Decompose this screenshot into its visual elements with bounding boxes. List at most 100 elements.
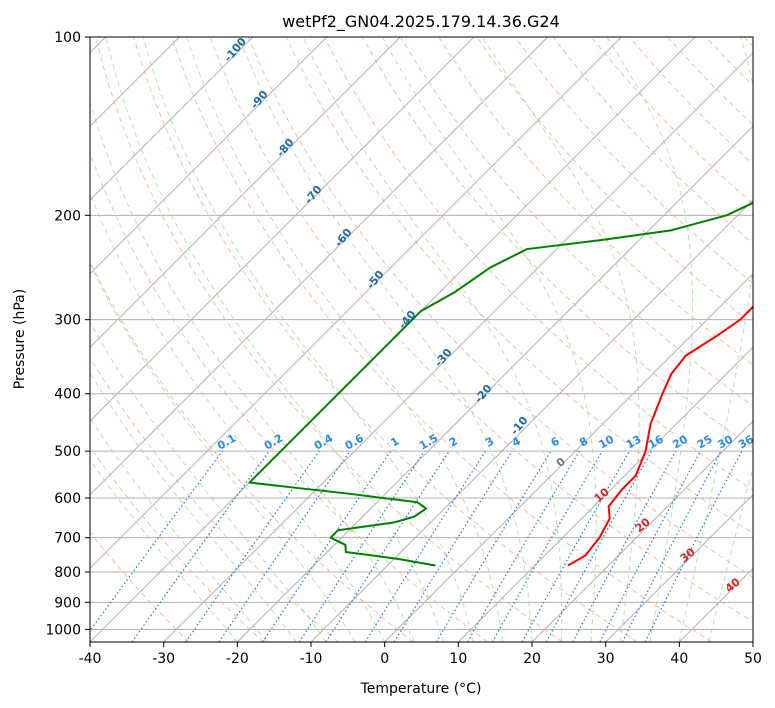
y-tick-label: 400 [54, 387, 81, 403]
x-tick-label: 10 [449, 651, 467, 667]
dry-adiabat-label: -50 [364, 268, 387, 292]
moist-adiabat-line [90, 100, 415, 642]
dry-adiabat-line [133, 37, 638, 642]
dry-adiabat-line [90, 445, 264, 642]
dry-adiabat-line [362, 37, 753, 449]
dry-adiabat-line [171, 37, 713, 642]
dry-adiabat-line [90, 531, 190, 642]
dry-adiabat-line [90, 151, 488, 642]
moist-adiabats [90, 37, 753, 642]
x-tick-label: 0 [380, 651, 389, 667]
chart-title: wetPf2_GN04.2025.179.14.36.G24 [282, 12, 560, 32]
x-tick-label: -30 [152, 651, 175, 667]
y-tick-label: 300 [54, 313, 81, 329]
mixing-ratio-label: 30 [715, 432, 735, 451]
moist-adiabat-line [142, 37, 474, 642]
mixing-ratio-line [185, 450, 320, 642]
isotherm-line [90, 37, 622, 570]
dry-adiabat-line [95, 37, 563, 642]
mixing-ratio-label: 0.1 [215, 432, 238, 453]
mixing-ratio-line [131, 450, 270, 642]
mixing-ratio-line [393, 450, 513, 642]
moist-adiabat-label: 30 [678, 545, 698, 565]
moist-adiabat-label: 20 [633, 515, 653, 535]
isotherm-gridlines [90, 37, 753, 642]
y-axis-title: Pressure (hPa) [12, 289, 28, 389]
y-tick-label: 200 [54, 208, 81, 224]
isotherm-line [90, 37, 549, 496]
dry-adiabats [90, 37, 753, 642]
mixing-ratio-line [364, 450, 486, 642]
moist-adiabat-label: 0 [554, 455, 568, 470]
dry-adiabat-line [247, 37, 753, 578]
temperature-line [567, 305, 753, 567]
dry-adiabat-label: -20 [472, 382, 495, 406]
mixing-ratio-line [466, 450, 580, 642]
y-tick-label: 800 [54, 565, 81, 581]
mixing-ratio-label: 25 [695, 433, 715, 452]
mixing-ratio-line [545, 450, 653, 642]
mixing-ratio-line [90, 450, 223, 632]
moist-adiabat-line [90, 459, 238, 642]
x-axis-title: Temperature (°C) [360, 681, 482, 697]
x-tick-label: 40 [670, 651, 688, 667]
moist-adiabat-line [90, 262, 356, 642]
mixing-ratio-label: 6 [549, 434, 562, 449]
isotherm-line [90, 37, 328, 275]
dry-adiabat-line [705, 37, 753, 87]
y-tick-label: 600 [54, 491, 81, 507]
line-labels: -100-90-80-70-60-50-40-30-20-100.1 0.2 0.4… [215, 35, 756, 595]
dry-adiabat-label: -80 [274, 136, 297, 160]
mixing-ratio-label: 10 [597, 432, 617, 451]
isotherm-line [90, 37, 401, 349]
isotherm-line [236, 125, 753, 642]
isotherm-line [163, 51, 753, 642]
y-tick-label: 900 [54, 595, 81, 611]
x-tick-label: -40 [79, 651, 102, 667]
plot-area [90, 37, 753, 642]
moist-adiabat-line [186, 37, 504, 642]
isobar-gridlines [90, 37, 753, 630]
moist-adiabat-line [105, 37, 445, 642]
dry-adiabat-label: -30 [432, 346, 455, 370]
moist-adiabat-label: 40 [723, 575, 743, 595]
mixing-ratio-line [262, 450, 392, 642]
moist-adiabat-line [90, 192, 386, 642]
mixing-ratio-label: 1 [388, 435, 401, 450]
dry-adiabat-line [90, 356, 339, 642]
mixing-ratio-label: 2 [447, 435, 460, 450]
dry-adiabat-label: -10 [508, 414, 531, 438]
dry-adiabat-line [743, 37, 753, 47]
dry-adiabat-label: -90 [248, 88, 271, 112]
isotherm-line [384, 272, 753, 642]
isotherm-line [310, 199, 753, 642]
y-tick-label: 500 [54, 444, 81, 460]
isotherm-line [752, 641, 753, 642]
dry-adiabat-line [514, 37, 753, 285]
mixing-ratio-line [218, 450, 351, 642]
mixing-ratio-label: 13 [624, 433, 644, 452]
x-tick-label: 20 [523, 651, 541, 667]
dry-adiabat-label: -60 [332, 226, 355, 250]
dry-adiabat-label: -40 [396, 308, 419, 332]
mixing-ratio-lines [90, 450, 743, 642]
isotherm-line [457, 346, 753, 642]
dry-adiabat-line [400, 37, 753, 407]
mixing-ratio-label: 20 [670, 432, 690, 451]
moist-adiabat-line [481, 37, 640, 642]
moist-adiabat-line [90, 371, 297, 642]
mixing-ratio-label: 1.5 [417, 432, 440, 453]
moist-adiabat-line [606, 37, 694, 642]
x-tick-label: -10 [300, 651, 323, 667]
moist-adiabat-line [238, 37, 533, 642]
plot-frame [89, 36, 754, 643]
dry-adiabat-line [438, 37, 753, 366]
dry-adiabat-line [209, 37, 753, 623]
moist-adiabat-label: 10 [592, 485, 612, 505]
y-tick-label: 700 [54, 531, 81, 547]
isotherm-line [90, 37, 254, 201]
mixing-ratio-label: 3 [483, 435, 496, 450]
mixing-ratio-line [521, 450, 631, 642]
